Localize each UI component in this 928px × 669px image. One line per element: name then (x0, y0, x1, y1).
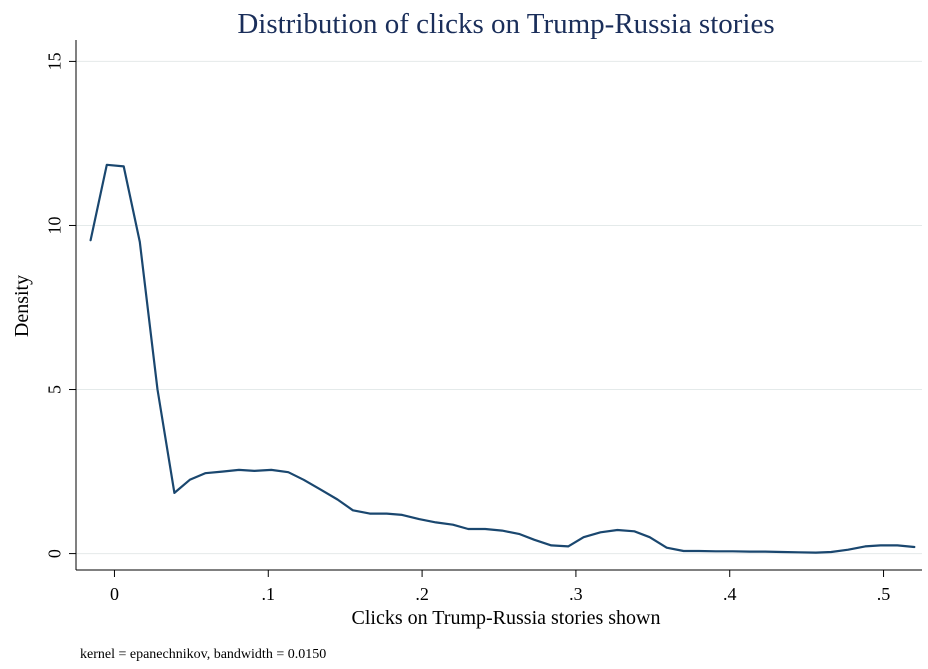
y-tick-label: 5 (44, 385, 64, 394)
y-tick-label: 15 (44, 52, 64, 70)
x-axis-ticks: 0 .1 .2 .3 .4 .5 (110, 570, 890, 604)
x-tick-label: .1 (262, 584, 276, 604)
x-tick-label: 0 (110, 584, 119, 604)
y-axis-label: Density (11, 275, 33, 337)
grid-lines (76, 60, 922, 555)
x-tick-label: .4 (723, 584, 737, 604)
chart-title: Distribution of clicks on Trump-Russia s… (237, 8, 774, 40)
x-axis-label: Clicks on Trump-Russia stories shown (352, 607, 661, 629)
x-tick-label: .2 (415, 584, 429, 604)
kernel-note: kernel = epanechnikov, bandwidth = 0.015… (80, 647, 326, 662)
x-tick-label: .3 (569, 584, 583, 604)
y-tick-label: 10 (44, 216, 64, 234)
x-tick-label: .5 (877, 584, 891, 604)
density-curve (89, 163, 916, 554)
y-axis-ticks: 0 5 10 15 (44, 52, 76, 558)
y-tick-label: 0 (44, 549, 64, 558)
